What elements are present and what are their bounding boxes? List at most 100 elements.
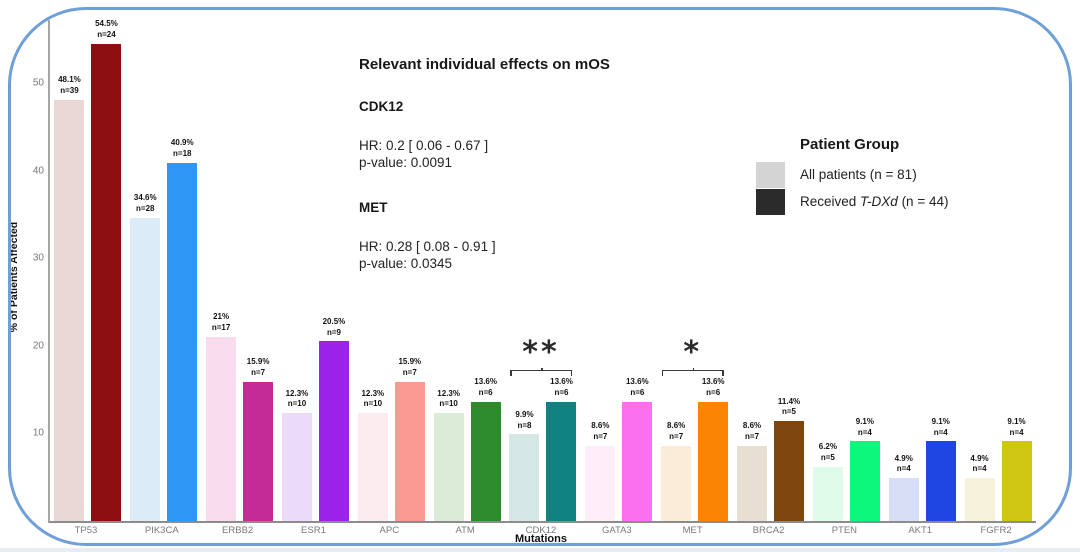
bar-group-pik3ca: 34.6% n=28 40.9% n=18 [126,20,202,521]
bar-esr1-all: 12.3% n=10 [281,389,312,521]
bar-group-cdk12: 9.9% n=8 13.6% n=6 [505,20,581,521]
bar-value-label: 12.3% n=10 [437,388,460,409]
annotation-entry-met: MET HR: 0.28 [ 0.08 - 0.91 ] p-value: 0.… [359,200,689,271]
bar-value-label: 20.5% n=9 [322,316,346,337]
bar-value-label: 54.5% n=24 [95,19,118,39]
bar-value-label: 15.9% n=7 [398,357,422,377]
x-tick-tp53: TP53 [74,525,98,536]
bar-group-fgfr2: 4.9% n=4 9.1% n=4 [960,20,1036,521]
annotation-pvalue: p-value: 0.0345 [359,256,453,271]
annotation-gene: MET [359,200,388,215]
bar-pik3ca-all: 34.6% n=28 [130,193,161,521]
bar-value-label: 34.6% n=28 [133,193,157,214]
bar-value-label: 15.9% n=7 [246,357,270,377]
bar-group-erbb2: 21% n=17 15.9% n=7 [202,20,278,521]
annotation-hr: HR: 0.2 [ 0.06 - 0.67 ] [359,138,489,153]
bar-group-esr1: 12.3% n=10 20.5% n=9 [278,20,354,521]
bar-value-label: 13.6% n=6 [625,377,649,398]
x-tick-pik3ca: PIK3CA [144,525,179,536]
bar-value-label: 9.1% n=4 [855,416,874,437]
bar-erbb2-tdxd: 15.9% n=7 [243,357,274,521]
bar-gata3-all: 8.6% n=7 [585,421,616,521]
bar-atm-tdxd: 13.6% n=6 [470,377,501,521]
bar-value-label: 48.1% n=39 [58,75,81,95]
bar-value-label: 11.4% n=5 [777,396,801,417]
bar-apc-all: 12.3% n=10 [357,389,388,521]
bar-pten-all: 6.2% n=5 [812,442,843,521]
x-tick-brca2: BRCA2 [752,525,785,536]
x-tick-akt1: AKT1 [908,525,933,536]
bar-value-label: 13.6% n=6 [474,377,497,398]
bar-fgfr2-tdxd: 9.1% n=4 [1001,417,1032,521]
bar-apc-tdxd: 15.9% n=7 [394,357,425,521]
annotation-panel: Relevant individual effects on mOS CDK12… [359,56,689,301]
slide-bottom-edge [0,548,1080,552]
bar-gata3-tdxd: 13.6% n=6 [622,377,653,521]
annotation-gene: CDK12 [359,99,404,114]
legend-label: Received T-DXd (n = 44) [800,194,949,209]
x-tick-cdk12: CDK12 [525,525,557,536]
x-axis-tick-labels: TP53 PIK3CA ERBB2 ESR1 APC ATM CDK12 GATA3 MET BR… [48,525,1034,536]
bar-value-label: 13.6% n=6 [701,377,725,398]
bar-group-brca2: 8.6% n=7 11.4% n=5 [733,20,809,521]
bar-chart-plot-area: 10 20 30 40 50 48.1% n=39 54.5% n=24 34.6% n=28 40.… [33,19,1036,523]
legend-item-all-patients: All patients (n = 81) [756,161,948,188]
x-tick-fgfr2: FGFR2 [980,525,1012,536]
x-tick-pten: PTEN [831,525,858,536]
bar-akt1-all: 4.9% n=4 [888,454,919,521]
annotation-entry-cdk12: CDK12 HR: 0.2 [ 0.06 - 0.67 ] p-value: 0… [359,99,689,170]
legend-title: Patient Group [800,136,900,153]
bar-brca2-tdxd: 11.4% n=5 [774,397,805,521]
bar-fgfr2-all: 4.9% n=4 [964,454,995,521]
annotation-hr: HR: 0.28 [ 0.08 - 0.91 ] [359,239,496,254]
bar-value-label: 8.6% n=7 [742,421,762,441]
annotation-pvalue: p-value: 0.0091 [359,155,453,170]
bar-value-label: 4.9% n=4 [970,453,989,474]
bar-tp53-all: 48.1% n=39 [54,75,85,521]
bar-group-apc: 12.3% n=10 15.9% n=7 [353,20,429,521]
bar-tp53-tdxd: 54.5% n=24 [91,19,122,521]
bar-value-label: 40.9% n=18 [170,138,194,158]
x-tick-met: MET [682,525,703,536]
bar-pik3ca-tdxd: 40.9% n=18 [167,138,198,521]
x-tick-erbb2: ERBB2 [222,525,254,536]
bar-value-label: 21% n=17 [211,312,231,333]
legend-item-tdxd: Received T-DXd (n = 44) [756,188,948,215]
bar-met-all: 8.6% n=7 [661,421,692,521]
legend-swatch-tdxd [756,188,785,215]
bar-value-label: 9.1% n=4 [931,416,950,437]
bar-value-label: 12.3% n=10 [285,388,309,409]
y-axis-title: % of Patients Affected [8,221,20,333]
bar-value-label: 8.6% n=7 [667,421,686,441]
annotation-title: Relevant individual effects on mOS [359,56,610,73]
legend: Patient Group All patients (n = 81) Rece… [756,136,948,215]
bar-cdk12-tdxd: 13.6% n=6 [546,377,577,521]
bar-cdk12-all: 9.9% n=8 [509,410,540,521]
bar-group-met: 8.6% n=7 13.6% n=6 [657,20,733,521]
x-tick-apc: APC [379,525,400,536]
bar-group-tp53: 48.1% n=39 54.5% n=24 [50,19,126,521]
bar-erbb2-all: 21% n=17 [206,312,237,521]
bar-value-label: 4.9% n=4 [894,453,913,474]
bar-akt1-tdxd: 9.1% n=4 [925,417,956,521]
bar-esr1-tdxd: 20.5% n=9 [318,317,349,521]
bar-value-label: 9.9% n=8 [515,409,534,430]
y-axis-tick-label: 40 [32,165,44,177]
legend-label: All patients (n = 81) [800,167,917,182]
bar-group-pten: 6.2% n=5 9.1% n=4 [808,20,884,521]
y-axis-tick-label: 30 [32,252,44,264]
bar-group-akt1: 4.9% n=4 9.1% n=4 [884,20,960,521]
bar-value-label: 13.6% n=6 [550,377,573,398]
bar-group-gata3: 8.6% n=7 13.6% n=6 [581,20,657,521]
bar-pten-tdxd: 9.1% n=4 [849,417,880,521]
x-tick-atm: ATM [455,525,475,536]
bar-met-tdxd: 13.6% n=6 [698,377,729,521]
bar-brca2-all: 8.6% n=7 [737,421,768,521]
x-tick-gata3: GATA3 [601,525,632,536]
y-axis-tick-label: 20 [32,340,44,352]
y-axis-tick-label: 10 [32,427,44,439]
bar-value-label: 9.1% n=4 [1007,416,1026,437]
x-tick-esr1: ESR1 [301,525,326,536]
y-axis-tick-label: 50 [32,77,44,89]
x-axis-title: Mutations [515,533,567,545]
